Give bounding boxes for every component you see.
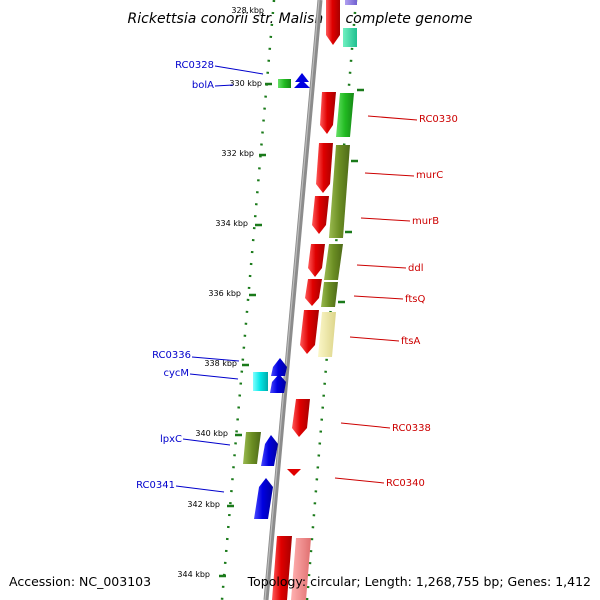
left-dotted-track — [220, 0, 276, 600]
gene-label-ftsA[interactable]: ftsA — [401, 336, 420, 347]
tick-label: 342 kbp — [187, 500, 220, 509]
murC-gene-arrow[interactable] — [316, 143, 333, 193]
gene-label-RC0341[interactable]: RC0341 — [136, 480, 175, 491]
gene-partial-bottom[interactable] — [272, 536, 292, 600]
cycM-gene-arrow[interactable] — [270, 374, 286, 393]
ddl-leader-line — [356, 264, 407, 269]
murC-murB-cds-feature[interactable] — [329, 145, 350, 238]
cycM-cds-feature[interactable] — [253, 372, 268, 391]
RC0328-leader-line — [214, 65, 264, 75]
RC0328-gene-arrow[interactable] — [295, 73, 309, 82]
ftsA-leader-line — [349, 336, 400, 342]
tick-label: 338 kbp — [204, 359, 237, 368]
accession-text: Accession: NC_003103 — [9, 574, 151, 589]
gene-label-RC0328[interactable]: RC0328 — [175, 60, 214, 71]
gene-label-murC[interactable]: murC — [416, 170, 443, 181]
gene-label-RC0340[interactable]: RC0340 — [386, 478, 425, 489]
RC0338-leader-line — [340, 422, 391, 429]
backbone-highlight — [264, 0, 320, 600]
murB-gene-arrow[interactable] — [312, 196, 329, 234]
bolA-gene-arrow[interactable] — [294, 80, 310, 88]
topology-text: Topology: circular; Length: 1,268,755 bp… — [247, 574, 591, 589]
cds-partial-top[interactable] — [343, 28, 357, 47]
gene-label-RC0338[interactable]: RC0338 — [392, 423, 431, 434]
murB-leader-line — [360, 217, 411, 222]
ftsQ-leader-line — [353, 295, 404, 300]
gene-label-lpxC[interactable]: lpxC — [160, 434, 182, 445]
tick-label: 332 kbp — [221, 149, 254, 158]
RC0340-leader-line — [334, 477, 385, 484]
bolA-cds-feature[interactable] — [278, 79, 291, 88]
RC0336-gene-arrow[interactable] — [271, 358, 287, 376]
tick-label: 328 kbp — [231, 6, 264, 15]
tick-label: 330 kbp — [229, 79, 262, 88]
scale-ticks — [219, 82, 364, 578]
gene-label-bolA[interactable]: bolA — [192, 80, 214, 91]
murC-leader-line — [364, 172, 415, 177]
RC0330-leader-line — [367, 115, 418, 121]
map-title: Rickettsia conorii str. Malish 7, comple… — [128, 11, 473, 27]
gene-label-ftsQ[interactable]: ftsQ — [405, 294, 425, 305]
RC0336-leader-line — [191, 356, 240, 362]
RC0341-leader-line — [175, 485, 225, 493]
gene-label-murB[interactable]: murB — [412, 216, 439, 227]
lpxC-cds-feature[interactable] — [243, 432, 261, 464]
tick-label: 340 kbp — [195, 429, 228, 438]
ftsA-gene-arrow[interactable] — [300, 310, 319, 354]
gene-label-cycM[interactable]: cycM — [163, 368, 189, 379]
genome-backbone — [263, 0, 323, 600]
RC0340-gene-arrow[interactable] — [287, 469, 301, 476]
feature-partial-bottom[interactable] — [291, 538, 311, 600]
cycM-leader-line — [189, 373, 239, 380]
RC0330-cds-feature[interactable] — [336, 93, 354, 137]
ftsA-cds-feature[interactable] — [318, 312, 336, 357]
ddl-cds-feature[interactable] — [324, 244, 343, 280]
RC0338-gene-arrow[interactable] — [292, 399, 310, 437]
gene-label-ddl[interactable]: ddl — [408, 263, 423, 274]
ftsQ-gene-arrow[interactable] — [305, 279, 322, 306]
tick-label: 334 kbp — [215, 219, 248, 228]
ddl-gene-arrow[interactable] — [308, 244, 325, 277]
gene-partial-top-reverse[interactable] — [326, 0, 340, 45]
tick-label: 344 kbp — [177, 570, 210, 579]
bolA-leader-line — [214, 84, 234, 87]
ftsQ-cds-feature[interactable] — [321, 282, 338, 307]
RC0330-gene-arrow[interactable] — [320, 92, 336, 134]
RC0341-gene-arrow[interactable] — [254, 478, 273, 519]
gene-label-RC0336[interactable]: RC0336 — [152, 350, 191, 361]
lpxC-leader-line — [182, 438, 231, 446]
lpxC-gene-arrow[interactable] — [261, 435, 278, 466]
tick-label: 336 kbp — [208, 289, 241, 298]
feature-partial-top[interactable] — [345, 0, 357, 5]
gene-label-RC0330[interactable]: RC0330 — [419, 114, 458, 125]
